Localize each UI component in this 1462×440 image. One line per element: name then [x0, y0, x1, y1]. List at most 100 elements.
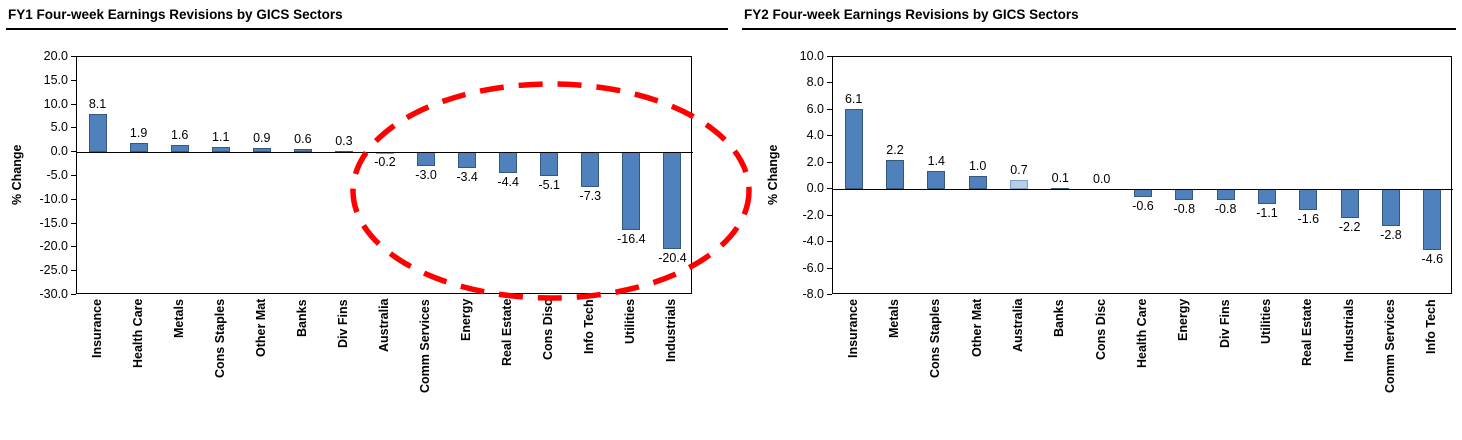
- value-label-div-fins: -0.8: [1214, 201, 1237, 216]
- value-label-energy: -3.4: [456, 170, 478, 185]
- y-tick-label: -20.0: [39, 239, 69, 254]
- category-label-div-fins: Div Fins: [1217, 299, 1232, 348]
- y-tick-label: -25.0: [39, 263, 69, 278]
- y-tick-mark: [71, 103, 76, 105]
- category-label-utilities: Utilities: [623, 299, 638, 345]
- category-label-real-estate: Real Estate: [500, 299, 515, 367]
- category-label-energy: Energy: [459, 299, 474, 342]
- bar-energy: [1175, 189, 1194, 200]
- y-tick-label: -8.0: [802, 287, 824, 301]
- y-tick-mark: [827, 188, 832, 190]
- value-label-utilities: -16.4: [617, 232, 646, 247]
- category-label-metals: Metals: [887, 299, 901, 338]
- category-label-metals: Metals: [171, 299, 186, 338]
- zero-axis-line: [833, 189, 1453, 191]
- value-label-health-care: 1.9: [129, 126, 148, 141]
- bar-australia: [1010, 179, 1028, 190]
- category-label-energy: Energy: [1176, 299, 1191, 342]
- category-label-cons-disc: Cons Disc: [541, 299, 556, 361]
- category-label-cons-disc: Cons Disc: [1093, 299, 1108, 361]
- y-tick-label: -2.0: [802, 207, 824, 222]
- value-label-cons-staples: 1.1: [212, 129, 230, 144]
- y-tick-mark: [827, 214, 832, 216]
- fy2-revisions-chart: FY2 Four-week Earnings Revisions by GICS…: [742, 4, 1456, 440]
- category-label-real-estate: Real Estate: [1300, 299, 1315, 367]
- category-label-insurance: Insurance: [845, 299, 860, 359]
- bar-cons-staples: [211, 146, 230, 153]
- bar-real-estate: [499, 152, 518, 174]
- value-label-health-care: -0.6: [1132, 199, 1154, 214]
- y-tick-label: -4.0: [802, 234, 824, 249]
- fy1-chart-title: FY1 Four-week Earnings Revisions by GICS…: [6, 4, 728, 30]
- y-tick-mark: [71, 294, 76, 295]
- category-label-australia: Australia: [1011, 299, 1025, 353]
- value-label-other-mat: 0.9: [253, 130, 271, 145]
- y-tick-label: -15.0: [39, 215, 69, 230]
- value-label-comm-services: -2.8: [1380, 228, 1402, 243]
- category-label-banks: Banks: [1052, 299, 1067, 337]
- y-tick-mark: [827, 241, 832, 243]
- bar-insurance: [844, 108, 863, 190]
- y-tick-label: 8.0: [806, 75, 824, 90]
- y-tick-label: 4.0: [806, 128, 824, 143]
- fy1-revisions-chart: FY1 Four-week Earnings Revisions by GICS…: [6, 4, 728, 440]
- plot-area: 6.1 2.2 1.4 1.0 0.7 0.1 0.0 -0.6 -0.8 -0.8 -1.1 -1.…: [832, 56, 1453, 294]
- category-label-australia: Australia: [377, 299, 391, 353]
- value-label-insurance: 6.1: [844, 91, 863, 106]
- y-tick-mark: [827, 135, 832, 137]
- bar-industrials: [663, 152, 682, 250]
- bar-banks: [293, 149, 312, 153]
- y-tick-mark: [71, 151, 76, 153]
- y-tick-mark: [71, 56, 76, 57]
- value-label-industrials: -20.4: [658, 251, 687, 266]
- bar-utilities: [1258, 189, 1276, 204]
- bar-comm-services: [417, 152, 436, 167]
- category-label-div-fins: Div Fins: [335, 299, 350, 348]
- y-tick-label: 10.0: [799, 49, 824, 63]
- bar-utilities: [622, 152, 641, 231]
- y-tick-label: 0.0: [50, 144, 68, 159]
- category-label-info-tech: Info Tech: [582, 299, 597, 354]
- category-label-cons-staples: Cons Staples: [928, 299, 943, 379]
- value-label-metals: 1.6: [170, 127, 189, 142]
- y-tick-mark: [827, 108, 832, 110]
- value-label-real-estate: -4.4: [497, 175, 519, 190]
- zero-axis-line: [77, 152, 693, 154]
- y-tick-label: 20.0: [43, 49, 68, 63]
- value-label-australia: -0.2: [374, 155, 396, 170]
- y-tick-label: 10.0: [43, 96, 68, 111]
- category-label-other-mat: Other Mat: [253, 299, 268, 358]
- y-tick-mark: [827, 82, 832, 84]
- category-label-comm-services: Comm Services: [418, 299, 433, 393]
- y-tick-mark: [71, 246, 76, 248]
- value-label-other-mat: 1.0: [968, 159, 987, 173]
- value-label-real-estate: -1.6: [1297, 212, 1320, 227]
- category-label-comm-services: Comm Services: [1383, 299, 1397, 393]
- bar-metals: [170, 144, 189, 153]
- bar-info-tech: [581, 152, 600, 187]
- value-label-info-tech: -4.6: [1421, 252, 1444, 267]
- bar-comm-services: [1382, 189, 1400, 227]
- value-label-banks: 0.1: [1051, 170, 1070, 185]
- category-label-health-care: Health Care: [130, 299, 145, 369]
- y-tick-label: 2.0: [806, 154, 824, 169]
- value-label-metals: 2.2: [886, 143, 904, 158]
- plot-area: 8.1 1.9 1.6 1.1 0.9 0.6 0.3 -0.2 -3.0 -3.4 -4.4 -5.…: [76, 56, 693, 294]
- bar-div-fins: [1216, 189, 1235, 200]
- y-tick-label: -5.0: [46, 168, 68, 182]
- category-label-industrials: Industrials: [1341, 299, 1356, 363]
- category-label-cons-staples: Cons Staples: [212, 299, 227, 379]
- value-label-info-tech: -7.3: [579, 188, 602, 203]
- y-tick-label: 5.0: [50, 120, 68, 135]
- y-tick-mark: [827, 294, 832, 295]
- fy2-chart-title: FY2 Four-week Earnings Revisions by GICS…: [742, 4, 1456, 30]
- category-label-utilities: Utilities: [1259, 299, 1273, 345]
- value-label-energy: -0.8: [1173, 201, 1196, 216]
- y-tick-mark: [71, 79, 76, 81]
- value-label-australia: 0.7: [1010, 162, 1028, 177]
- value-label-banks: 0.6: [294, 132, 312, 147]
- y-tick-mark: [71, 127, 76, 129]
- bar-other-mat: [968, 176, 987, 190]
- value-label-industrials: -2.2: [1338, 220, 1361, 235]
